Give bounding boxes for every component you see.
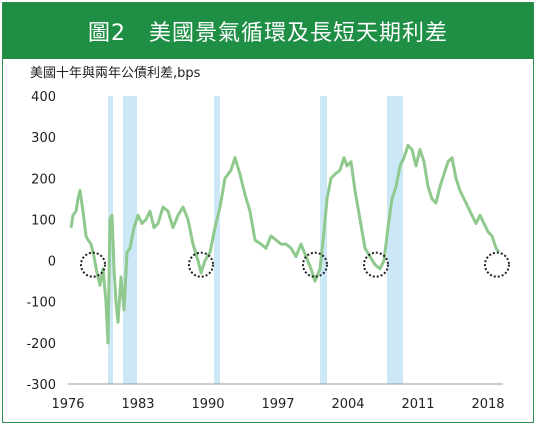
inversion-marker-circle [80,251,106,278]
inversion-marker-circle [363,251,389,278]
x-tick-label: 1983 [121,397,154,412]
x-tick-label: 2018 [471,397,504,412]
series-line-yield-spread [69,143,501,345]
chart-frame [2,2,534,423]
y-tick-label: 400 [31,90,56,105]
chart-title: 圖2 美國景氣循環及長短天期利差 [88,21,448,46]
recession-band [387,96,403,384]
y-tick-label: -100 [26,296,56,311]
x-axis-ticks: 1976 1983 1990 1997 2004 2011 2018 [51,397,504,412]
recession-band [214,96,220,384]
recession-band [123,96,137,384]
inversion-marker-circle [188,251,214,278]
y-tick-label: 300 [31,131,56,146]
inversion-marker-circle [484,251,510,278]
y-tick-label: 200 [31,172,56,187]
inversion-markers [80,251,510,278]
x-tick-label: 2011 [401,397,434,412]
x-tick-label: 1997 [261,397,294,412]
y-tick-label: -200 [26,337,56,352]
x-tick-label: 2004 [331,397,364,412]
inversion-marker-circle [302,251,328,278]
y-axis-ticks: -300 -200 -100 0 100 200 300 400 [26,90,56,393]
y-tick-label: 100 [31,213,56,228]
x-tick-label: 1976 [51,397,84,412]
y-tick-label: -300 [26,378,56,393]
y-tick-label: 0 [48,255,56,270]
y-axis-label: 美國十年與兩年公債利差,bps [30,66,201,81]
chart-header: 圖2 美國景氣循環及長短天期利差 [3,3,533,59]
x-tick-label: 1990 [191,397,224,412]
